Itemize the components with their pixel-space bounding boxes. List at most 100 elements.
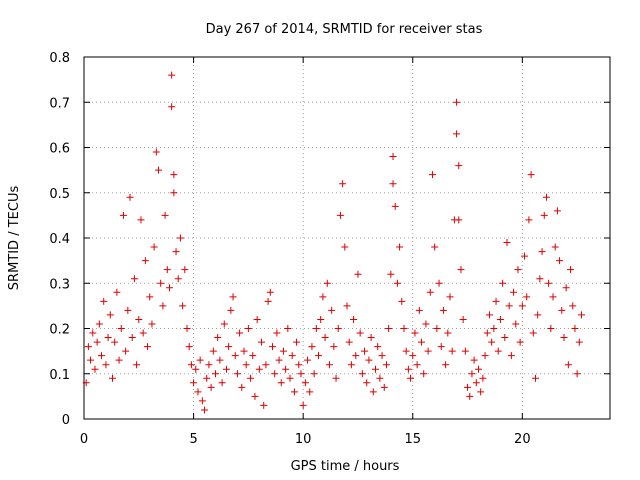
data-point	[207, 383, 215, 391]
data-point	[150, 243, 158, 251]
data-point	[494, 347, 502, 355]
data-point	[345, 338, 353, 346]
data-point	[420, 370, 428, 378]
data-point	[525, 216, 533, 224]
data-point	[343, 302, 351, 310]
data-point	[205, 361, 213, 369]
data-point	[446, 293, 454, 301]
data-point	[229, 293, 237, 301]
data-point	[391, 202, 399, 210]
data-point	[435, 279, 443, 287]
data-point	[488, 338, 496, 346]
data-point	[146, 293, 154, 301]
data-point	[301, 379, 309, 387]
data-point	[290, 388, 298, 396]
data-point	[319, 293, 327, 301]
data-point	[352, 352, 360, 360]
data-point	[510, 288, 518, 296]
data-point	[448, 347, 456, 355]
data-point	[350, 315, 358, 323]
data-point	[365, 356, 373, 364]
data-point	[426, 288, 434, 296]
data-point	[336, 211, 344, 219]
data-point	[545, 279, 553, 287]
data-point	[328, 306, 336, 314]
y-tick-label: 0.3	[49, 277, 70, 292]
data-point	[115, 356, 123, 364]
data-point	[174, 275, 182, 283]
data-point	[168, 71, 176, 79]
data-point	[277, 379, 285, 387]
x-tick-label: 5	[189, 432, 197, 447]
data-point	[374, 343, 382, 351]
data-point	[315, 352, 323, 360]
data-point	[100, 297, 108, 305]
data-point	[459, 315, 467, 323]
data-point	[279, 347, 287, 355]
data-point	[538, 248, 546, 256]
data-point	[185, 343, 193, 351]
data-point	[152, 148, 160, 156]
data-point	[95, 320, 103, 328]
data-point	[295, 361, 303, 369]
data-point	[271, 370, 279, 378]
data-point	[481, 352, 489, 360]
data-point	[369, 388, 377, 396]
data-point	[168, 103, 176, 111]
data-point	[516, 338, 524, 346]
data-point	[378, 352, 386, 360]
data-point	[260, 401, 268, 409]
data-point	[275, 356, 283, 364]
data-point	[91, 365, 99, 373]
data-point	[89, 329, 97, 337]
data-point	[251, 392, 259, 400]
data-point	[490, 325, 498, 332]
data-point	[148, 320, 156, 328]
data-point	[347, 361, 355, 369]
data-point	[139, 329, 147, 337]
data-point	[102, 361, 110, 369]
data-point	[393, 279, 401, 287]
data-point	[404, 365, 412, 373]
chart-title: Day 267 of 2014, SRMTID for receiver sta…	[206, 22, 483, 37]
data-point	[413, 361, 421, 369]
data-point	[233, 370, 241, 378]
data-point	[567, 266, 575, 274]
y-tick-label: 0.4	[49, 232, 70, 247]
data-point	[181, 266, 189, 274]
data-point	[190, 379, 198, 387]
data-point	[418, 338, 426, 346]
data-point	[367, 334, 375, 342]
data-point	[165, 284, 173, 292]
data-point	[264, 297, 272, 305]
data-point	[341, 243, 349, 251]
data-point	[293, 338, 301, 346]
data-point	[415, 306, 423, 314]
data-point	[87, 356, 95, 364]
data-point	[133, 361, 141, 369]
data-point	[262, 361, 270, 369]
data-point	[201, 406, 209, 414]
data-point	[317, 315, 325, 323]
data-point	[531, 374, 539, 382]
data-point	[363, 379, 371, 387]
data-point	[571, 325, 579, 332]
data-point	[312, 325, 320, 332]
data-point	[442, 361, 450, 369]
data-point	[444, 329, 452, 337]
data-point	[518, 302, 526, 310]
data-point	[496, 315, 504, 323]
data-point	[325, 361, 333, 369]
data-point	[385, 325, 393, 332]
data-point	[523, 293, 531, 301]
data-point	[240, 347, 248, 355]
data-point	[282, 365, 290, 373]
y-tick-label: 0.6	[49, 142, 70, 157]
data-point	[284, 325, 292, 332]
data-point	[194, 388, 202, 396]
data-point	[501, 334, 509, 342]
data-point	[135, 315, 143, 323]
data-point	[578, 311, 586, 319]
data-point	[306, 388, 314, 396]
data-point	[225, 343, 233, 351]
